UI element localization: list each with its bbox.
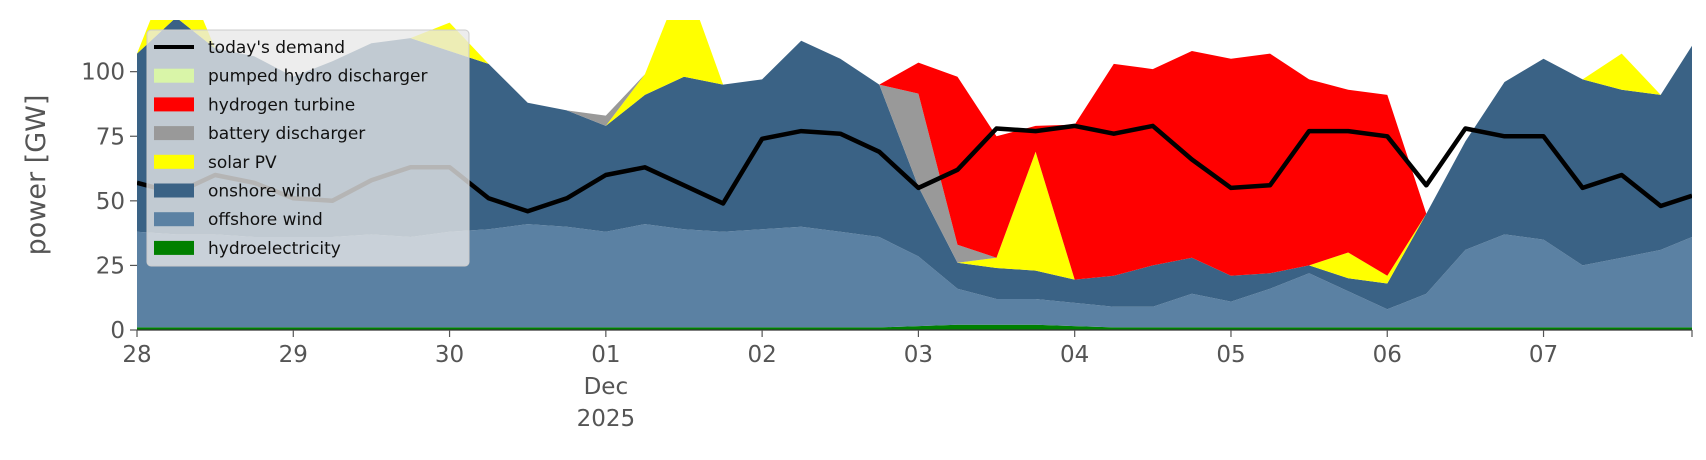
x-tick-label: 04 [1060,342,1089,368]
x-tick-label: 03 [904,342,933,368]
legend-label: today's demand [208,38,345,58]
legend-swatch [154,240,194,255]
legend-label: pumped hydro discharger [208,67,427,87]
axes: 0 25 50 75 100 power [GW] 28 29 30 01 Dec 2025 02 03 0… [21,60,1693,432]
legend: today's demand pumped hydro discharger hyd… [146,29,470,267]
x-tick-label: 07 [1529,342,1558,368]
area-battery-discharger [137,20,1692,280]
legend-label: onshore wind [208,182,322,202]
legend-swatch [154,212,194,227]
legend-label: hydrogen turbine [208,95,355,115]
legend-box [146,29,470,267]
area-hydroelectricity [137,324,1692,330]
x-tick-label: 30 [435,342,464,368]
legend-label: battery discharger [208,124,365,144]
x-tick-label: 2025 [577,406,636,432]
legend-label: hydroelectricity [208,239,341,259]
x-tick-label: 05 [1216,342,1245,368]
y-tick-label: 75 [96,124,125,150]
y-tick-label: 50 [96,189,125,215]
legend-label: offshore wind [208,210,323,230]
x-tick-label: 28 [122,342,151,368]
y-tick-label: 0 [110,318,125,344]
y-axis-title: power [GW] [21,95,52,256]
legend-swatch [154,68,194,83]
x-tick-label: 01 [591,342,620,368]
legend-swatch [154,97,194,112]
x-tick-label: 06 [1373,342,1402,368]
area-offshore-wind [137,224,1692,328]
area-hydrogen-turbine [137,20,1692,280]
x-tick-label: Dec [584,374,629,400]
y-tick-label: 100 [81,60,125,86]
x-tick-label: 29 [279,342,308,368]
legend-swatch [154,183,194,198]
y-tick-label: 25 [96,253,125,279]
legend-swatch [154,126,194,141]
legend-swatch [154,154,194,169]
legend-label: solar PV [208,153,277,173]
x-tick-label: 02 [747,342,776,368]
